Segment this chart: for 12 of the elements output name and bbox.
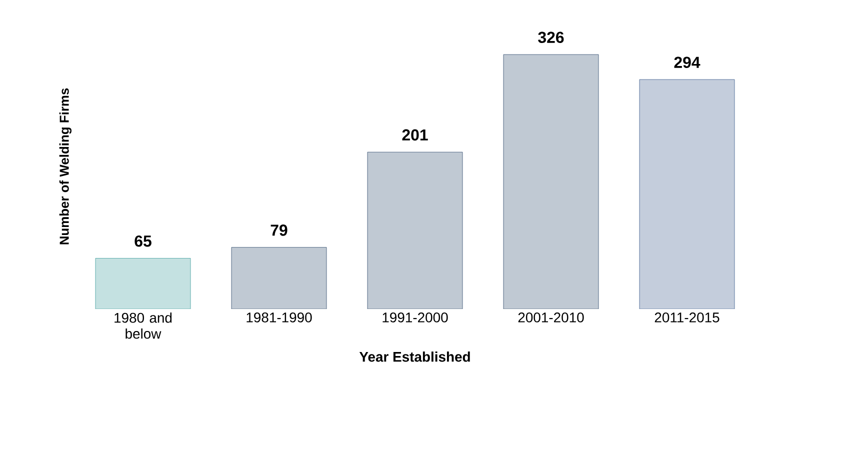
x-axis-title: Year Established [359,352,470,362]
x-tick-label: 2001-2010 [518,312,584,322]
data-label: 79 [270,224,288,236]
x-tick-label: 1980 and below [114,312,172,339]
x-tick-label: 1991-2000 [382,312,448,322]
x-tick-label: 1981-1990 [246,312,312,322]
y-axis-title: Number of Welding Firms [59,88,72,244]
data-label: 294 [674,56,700,68]
x-tick-label: 2011-2015 [654,312,720,322]
data-label: 326 [538,32,564,44]
data-label: 201 [402,129,428,141]
data-label: 65 [134,235,152,247]
